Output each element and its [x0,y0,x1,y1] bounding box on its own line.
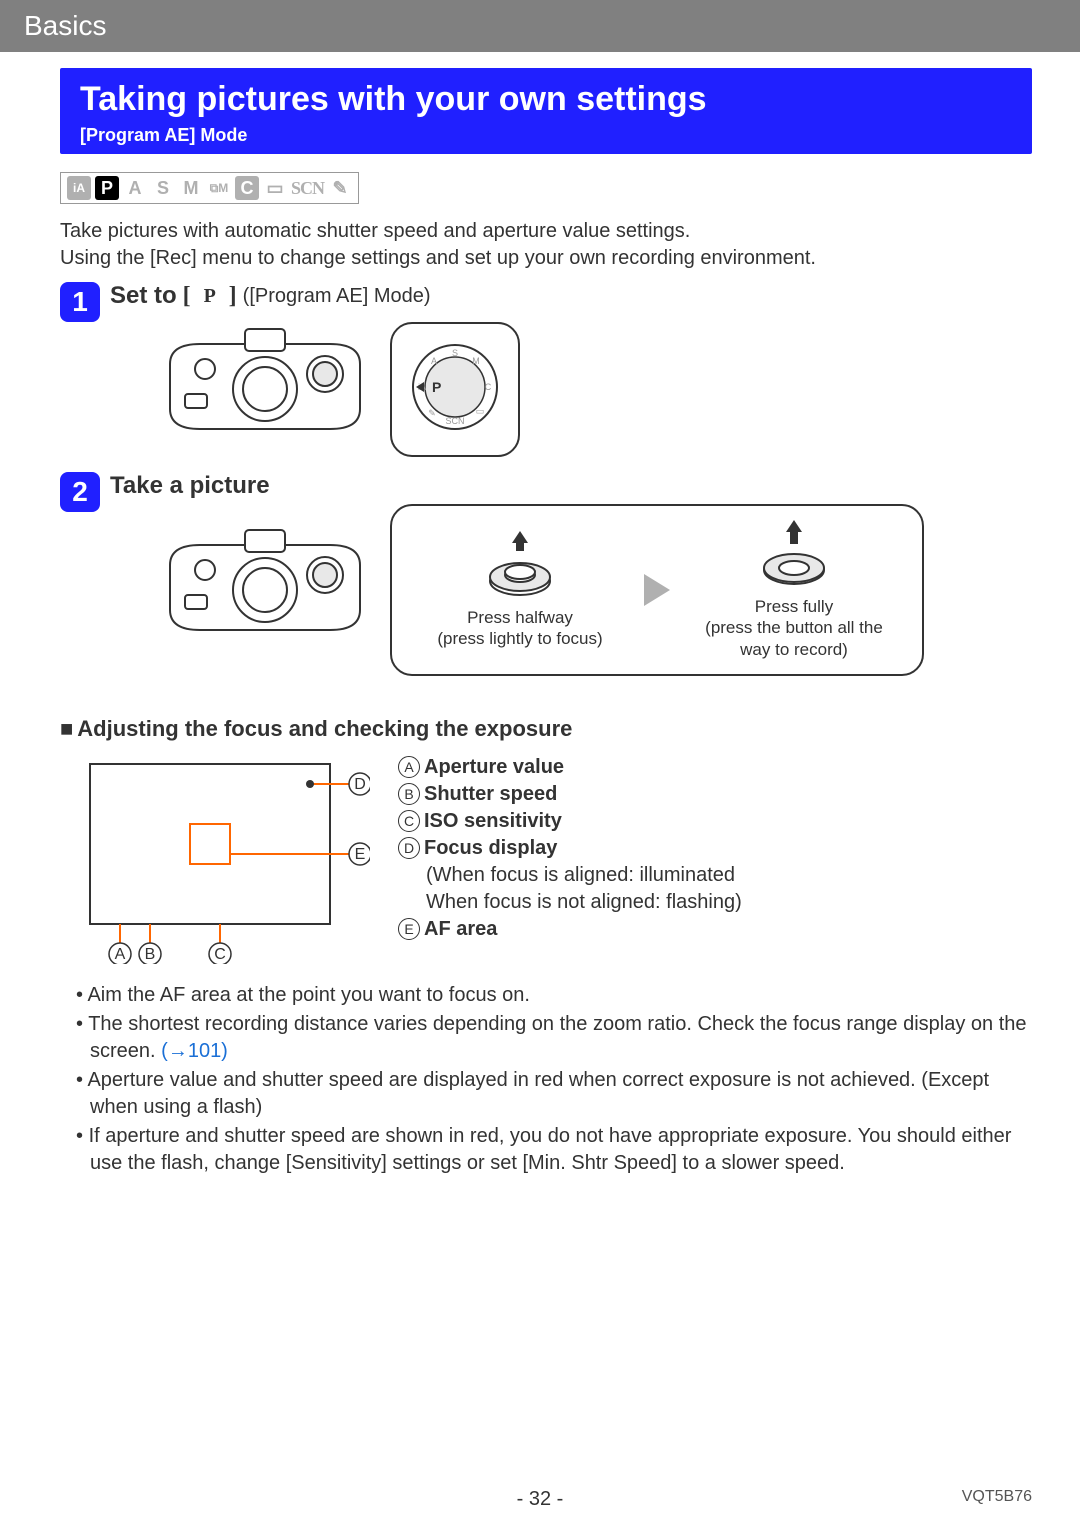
legend-list: AAperture value BShutter speed CISO sens… [398,754,742,943]
note-3: Aperture value and shutter speed are dis… [64,1067,1032,1121]
mode-scn-icon: SCN [291,176,324,200]
shutter-full-icon [754,520,834,590]
svg-text:S: S [452,348,458,358]
intro-line1: Take pictures with automatic shutter spe… [60,220,690,242]
legend-b: Shutter speed [424,783,557,805]
camera-top-illustration-2 [150,515,380,665]
p-mode-icon: P [197,283,223,309]
note-1: Aim the AF area at the point you want to… [64,982,1032,1009]
step-1-title: Set to [ P ] ([Program AE] Mode) [110,282,1032,310]
mode-c-icon: C [235,176,259,200]
note-4: If aperture and shutter speed are shown … [64,1123,1032,1177]
legend-d-sub2: When focus is not aligned: flashing) [398,889,742,916]
page-title: Taking pictures with your own settings [80,80,1012,119]
svg-text:A: A [115,946,126,963]
mode-panorama-icon: ▭ [263,176,287,200]
title-block: Taking pictures with your own settings [… [60,68,1032,154]
press-half-line1: Press halfway [420,607,620,628]
mode-creative-icon: ✎ [328,176,352,200]
notes-list: Aim the AF area at the point you want to… [64,982,1032,1177]
page-number: - 32 - [517,1488,564,1510]
mode-dial-icon: SM AC iA▭ ✎SCN P [410,342,500,432]
viewfinder-diagram: D E A B C [80,754,370,964]
mode-p-icon: P [95,176,119,200]
mode-ia-icon: iA [67,176,91,200]
press-full-line2: (press the button all the [694,617,894,638]
focus-area: D E A B C AAperture value BShutter speed… [80,754,1032,964]
mode-dial-callout: SM AC iA▭ ✎SCN P [390,322,520,457]
arrow-right-icon [644,574,670,606]
intro-line2: Using the [Rec] menu to change settings … [60,247,816,269]
circ-d-icon: D [398,837,420,859]
svg-text:A: A [431,356,437,366]
svg-text:B: B [145,946,156,963]
dial-p-label: P [432,379,441,395]
svg-text:D: D [354,776,366,793]
step-1: 1 Set to [ P ] ([Program AE] Mode) [60,282,1032,464]
circ-e-icon: E [398,918,420,940]
camera-top-illustration [150,314,380,464]
section-name: Basics [24,10,106,41]
press-halfway-col: Press halfway (press lightly to focus) [420,531,620,650]
svg-text:E: E [355,846,366,863]
press-full-line1: Press fully [694,596,894,617]
legend-c: ISO sensitivity [424,810,562,832]
legend-a: Aperture value [424,756,564,778]
press-full-line3: way to record) [694,639,894,660]
legend-d-sub1: (When focus is aligned: illuminated [398,862,742,889]
step-1-diagram: SM AC iA▭ ✎SCN P [150,314,1032,464]
press-fully-col: Press fully (press the button all the wa… [694,520,894,660]
step-1-body: Set to [ P ] ([Program AE] Mode) [110,282,1032,464]
step-1-number: 1 [60,282,100,322]
intro-text: Take pictures with automatic shutter spe… [60,218,1032,272]
doc-code: VQT5B76 [962,1488,1032,1506]
note-2-text: The shortest recording distance varies d… [88,1013,1026,1062]
step-1-suffix: ([Program AE] Mode) [243,285,431,308]
note-2: The shortest recording distance varies d… [64,1011,1032,1065]
section-header: Basics [0,0,1080,52]
svg-text:✎: ✎ [428,408,436,418]
mode-m-icon: M [179,176,203,200]
svg-text:M: M [472,356,480,366]
shutter-press-callout: Press halfway (press lightly to focus) P… [390,504,924,676]
svg-text:C: C [485,382,492,392]
adjust-heading: Adjusting the focus and checking the exp… [60,716,1032,742]
step-1-prefix: Set to [110,282,177,310]
note-2-link[interactable]: (→101) [161,1040,228,1062]
step-2: 2 Take a picture [60,472,1032,676]
mode-s-icon: S [151,176,175,200]
step-2-number: 2 [60,472,100,512]
page-content: Taking pictures with your own settings [… [0,52,1080,1177]
circ-a-icon: A [398,756,420,778]
legend-e: AF area [424,918,497,940]
mode-strip: iA P A S M ⧉M C ▭ SCN ✎ [60,172,359,204]
page-footer: - 32 - VQT5B76 [0,1488,1080,1511]
mode-a-icon: A [123,176,147,200]
svg-text:SCN: SCN [445,416,464,426]
step-2-body: Take a picture [110,472,1032,676]
step-2-diagram: Press halfway (press lightly to focus) P… [150,504,1032,676]
circ-b-icon: B [398,783,420,805]
circ-c-icon: C [398,810,420,832]
svg-text:▭: ▭ [476,406,485,416]
page-subtitle: [Program AE] Mode [80,125,1012,146]
press-half-line2: (press lightly to focus) [420,628,620,649]
legend-d: Focus display [424,837,557,859]
step-2-title: Take a picture [110,472,1032,500]
mode-moviem-icon: ⧉M [207,176,231,200]
svg-text:C: C [214,946,226,963]
shutter-halfway-icon [480,531,560,601]
